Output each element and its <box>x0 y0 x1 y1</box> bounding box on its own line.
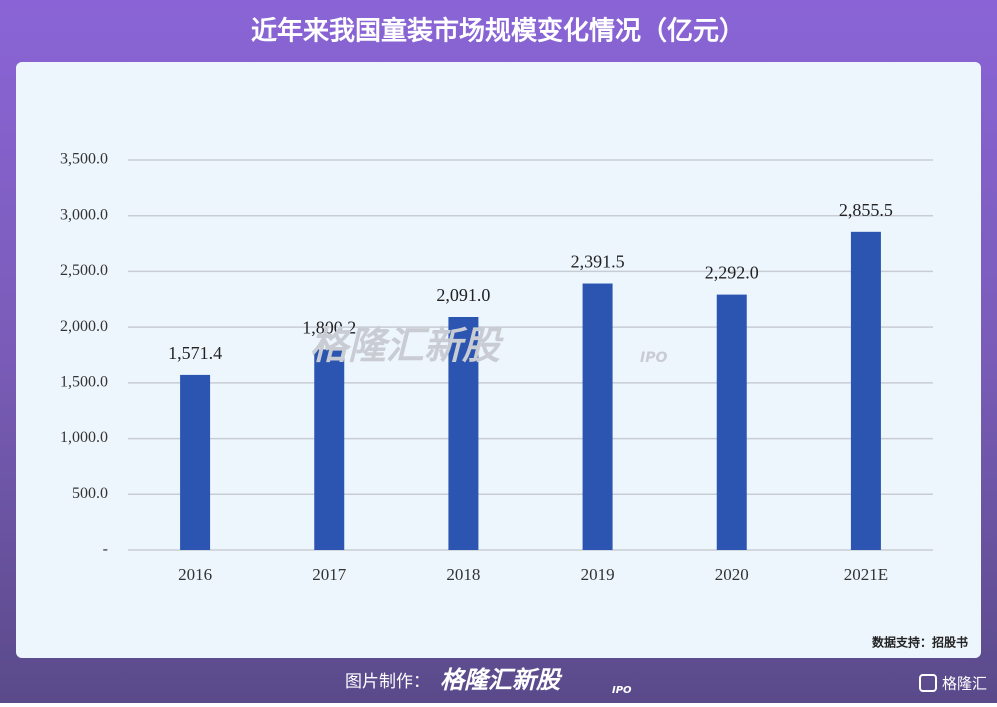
chart-title: 近年来我国童装市场规模变化情况（亿元） <box>251 16 745 47</box>
watermark-brand: 格隆汇新股 <box>310 324 504 368</box>
y-tick-label: 500.0 <box>72 485 108 502</box>
value-label: 2,292.0 <box>705 263 759 283</box>
x-tick-label: 2021E <box>844 565 888 584</box>
footer-brand: 格隆汇新股 <box>440 666 563 694</box>
y-tick-label: 1,000.0 <box>60 429 108 446</box>
x-tick-label: 2018 <box>446 565 480 584</box>
footer-sub: IPO <box>612 685 632 696</box>
y-tick-label: 3,000.0 <box>60 206 108 223</box>
y-tick-label: 1,500.0 <box>60 374 108 391</box>
bar <box>716 294 747 550</box>
corner-logo <box>919 674 937 692</box>
x-tick-label: 2016 <box>178 565 212 584</box>
bar <box>180 374 211 550</box>
footer-corner: 格隆汇 <box>942 675 987 693</box>
y-tick-label: - <box>103 541 108 558</box>
bar <box>448 317 479 550</box>
bar <box>582 283 613 550</box>
y-tick-label: 2,500.0 <box>60 262 108 279</box>
value-label: 1,571.4 <box>168 343 222 363</box>
watermark-sub: IPO <box>640 350 667 366</box>
value-label: 2,391.5 <box>571 252 625 272</box>
y-tick-label: 3,500.0 <box>60 151 108 168</box>
bar <box>850 231 881 550</box>
y-tick-label: 2,000.0 <box>60 318 108 335</box>
source: 数据支持：招股书 <box>872 635 968 650</box>
bar <box>314 349 345 550</box>
x-tick-label: 2020 <box>715 565 749 584</box>
x-tick-label: 2017 <box>312 565 347 584</box>
value-label: 2,855.5 <box>839 200 893 220</box>
value-label: 2,091.0 <box>436 285 490 305</box>
x-tick-label: 2019 <box>581 565 615 584</box>
plot: - 500.0 1,000.0 1,500.0 2,000.0 2,500.0 3,000.… <box>60 151 933 584</box>
value-label: 1,800.2 <box>302 318 356 338</box>
footer-label: 图片制作： <box>345 672 430 692</box>
